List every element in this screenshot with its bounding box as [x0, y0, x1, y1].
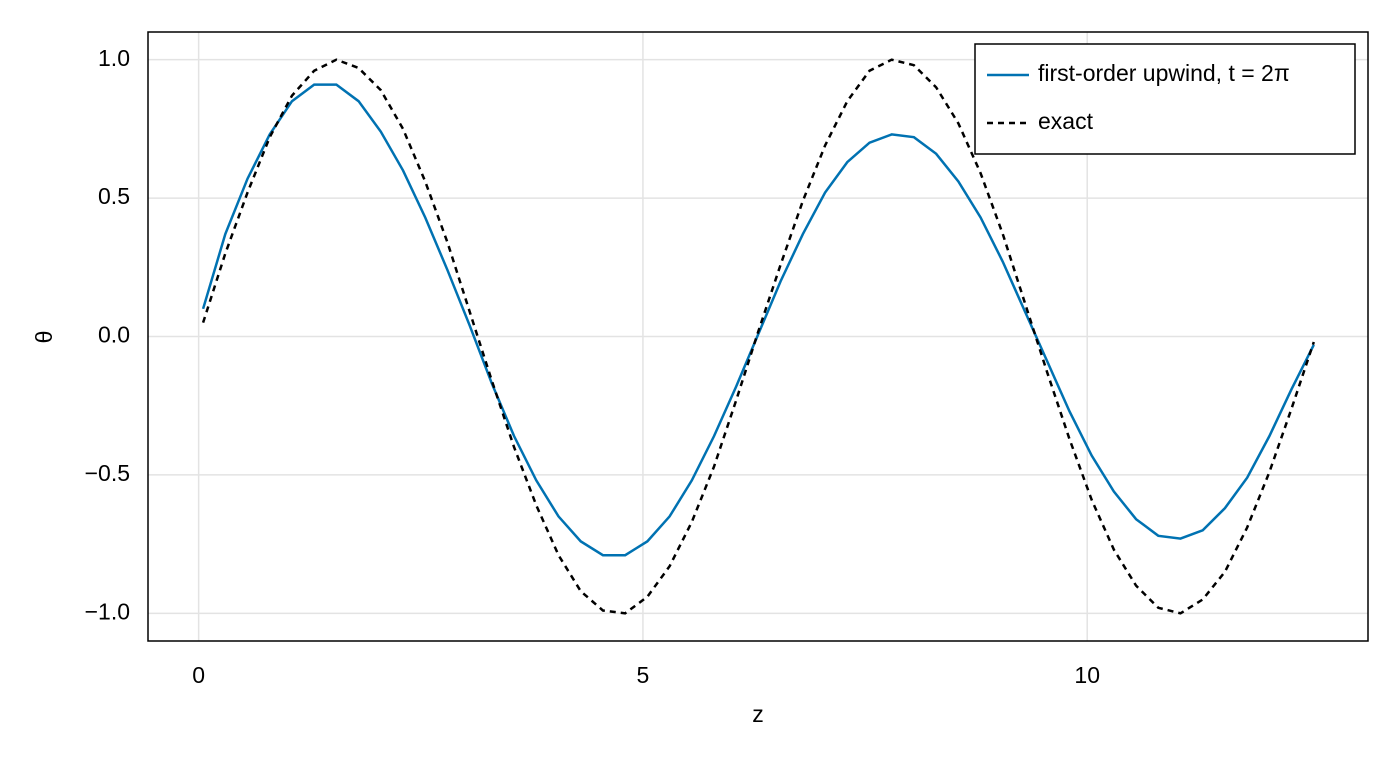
legend-label: first-order upwind, t = 2π	[1038, 60, 1290, 86]
x-tick-label: 10	[1074, 662, 1100, 688]
line-series	[201, 58, 1315, 615]
y-tick-label: −0.5	[85, 460, 130, 486]
line-series	[201, 83, 1315, 557]
x-tick-label: 5	[637, 662, 650, 688]
legend-box	[974, 43, 1356, 155]
x-tick-label: 0	[192, 662, 205, 688]
legend: first-order upwind, t = 2π exact	[974, 43, 1356, 155]
legend-label: exact	[1038, 108, 1094, 134]
y-axis-label: θ	[31, 331, 57, 344]
y-tick-label: −1.0	[85, 598, 130, 624]
y-tick-label: 0.0	[98, 322, 130, 348]
y-tick-label: 1.0	[98, 45, 130, 71]
plot-frame	[147, 31, 1369, 642]
x-axis-label: z	[752, 701, 764, 727]
y-tick-label: 0.5	[98, 183, 130, 209]
